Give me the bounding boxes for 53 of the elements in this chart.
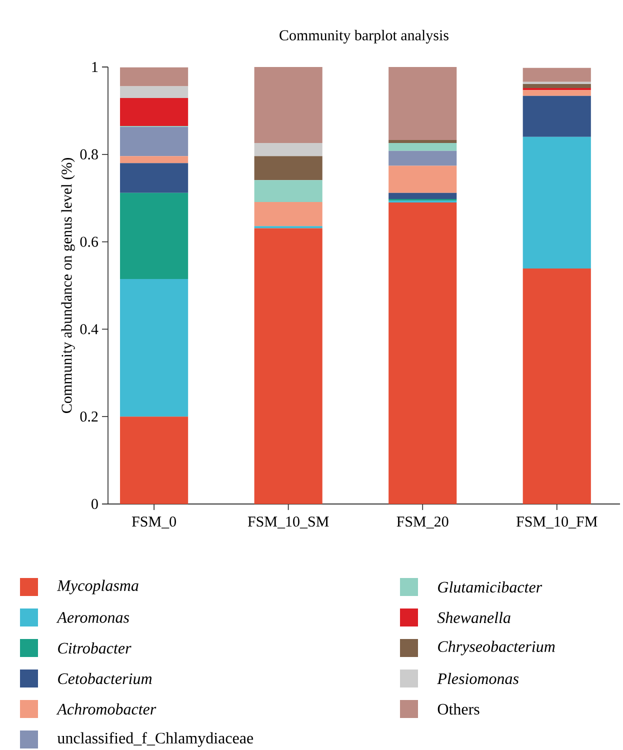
bar <box>388 140 457 144</box>
chart-title: Community barplot analysis <box>280 30 448 44</box>
bar <box>254 180 322 202</box>
legend-label: Cetobacterium <box>58 672 152 684</box>
bar <box>254 143 322 156</box>
y-tick-label: 0.6 <box>80 236 98 247</box>
bar <box>388 67 457 140</box>
y-axis-title: Community abundance on genus level (%) <box>61 158 75 413</box>
y-tick-label: 0 <box>92 498 98 510</box>
y-tick-label: 1 <box>92 62 98 72</box>
bar <box>254 228 322 504</box>
bar <box>120 278 188 417</box>
bar <box>120 163 188 193</box>
bar <box>522 88 591 90</box>
bar <box>522 84 591 88</box>
y-tick-label: 0.2 <box>80 412 98 422</box>
bar <box>120 67 188 86</box>
bar <box>388 202 457 504</box>
bar <box>120 416 188 504</box>
bar <box>120 126 188 156</box>
legend-label: Shewanella <box>437 612 510 624</box>
bar <box>254 67 322 144</box>
legend-label: Mycoplasma <box>57 580 138 594</box>
bar <box>522 268 591 504</box>
bar <box>120 156 188 164</box>
bar <box>388 166 457 193</box>
legend-label: Plesiomonas <box>437 672 518 684</box>
bar <box>120 192 188 279</box>
bar <box>522 96 591 137</box>
bar <box>522 136 591 268</box>
legend-label: unclassified_f_Chlamydiaceae <box>57 732 254 747</box>
x-tick-label: FSM_10_FM <box>516 516 598 528</box>
y-tick-label: 0.8 <box>80 149 98 160</box>
x-tick-label: FSM_20 <box>396 516 448 528</box>
legend-label: Citrobacter <box>58 642 132 654</box>
legend-label: Aeromonas <box>56 612 129 623</box>
bar <box>388 192 457 199</box>
x-tick-label: FSM_10_SM <box>248 516 329 528</box>
legend-label: Glutamicibacter <box>438 581 542 593</box>
legend-label: Achromobacter <box>56 703 156 715</box>
bar <box>388 150 457 166</box>
bar <box>522 90 591 96</box>
legend-label: Others <box>438 703 480 715</box>
bar <box>522 82 591 84</box>
bar <box>388 143 457 151</box>
bar <box>254 202 322 226</box>
bar <box>254 156 322 180</box>
legend-label: Chryseobacterium <box>438 640 555 656</box>
y-tick-label: 0.4 <box>80 324 98 334</box>
x-tick-label: FSM_0 <box>132 516 176 528</box>
bar <box>120 86 188 98</box>
bar <box>522 68 591 82</box>
bar <box>120 98 188 126</box>
